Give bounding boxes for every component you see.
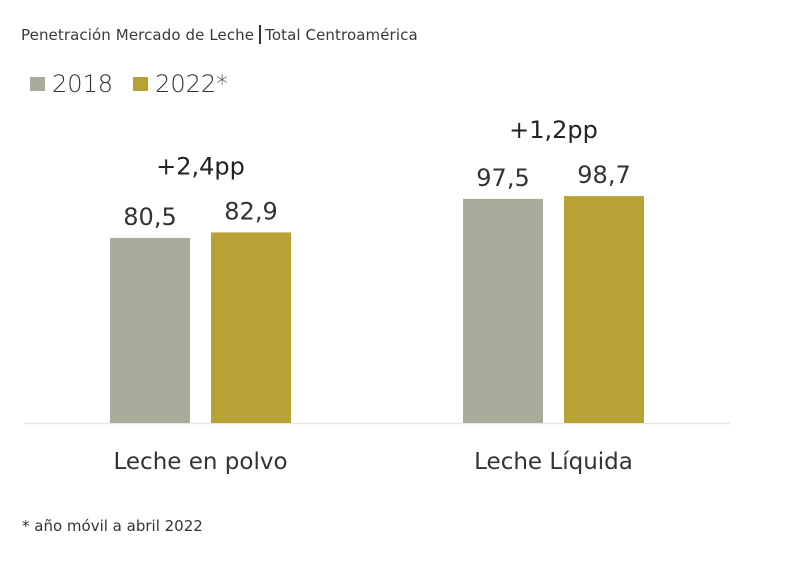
- category-label: Leche Líquida: [474, 449, 633, 475]
- change-annotation: +2,4pp: [156, 152, 245, 180]
- change-annotation: +1,2pp: [509, 116, 598, 144]
- bar-2022-leche-líquida: [564, 196, 644, 423]
- data-label: 82,9: [224, 197, 277, 225]
- bar-2022-leche-en-polvo: [211, 232, 291, 423]
- data-label: 80,5: [123, 203, 176, 231]
- footnote: * año móvil a abril 2022: [22, 517, 203, 535]
- chart-title-main: Penetración Mercado de Leche: [21, 26, 255, 44]
- legend-item-2022: 2022*: [133, 70, 228, 98]
- legend: 2018 2022*: [30, 70, 248, 98]
- data-label: 97,5: [476, 164, 529, 192]
- legend-label-2022: 2022*: [155, 70, 229, 98]
- chart-title: Penetración Mercado de Leche Total Centro…: [21, 25, 418, 44]
- bar-2018-leche-líquida: [463, 198, 543, 423]
- legend-swatch-2022: [133, 77, 149, 91]
- category-label: Leche en polvo: [113, 449, 287, 475]
- bar-2018-leche-en-polvo: [110, 237, 190, 423]
- legend-item-2018: 2018: [30, 70, 113, 98]
- legend-label-2018: 2018: [52, 70, 114, 98]
- title-separator: [259, 25, 262, 44]
- data-label: 98,7: [577, 161, 630, 189]
- chart-title-sub: Total Centroamérica: [265, 26, 418, 44]
- legend-swatch-2018: [30, 77, 45, 91]
